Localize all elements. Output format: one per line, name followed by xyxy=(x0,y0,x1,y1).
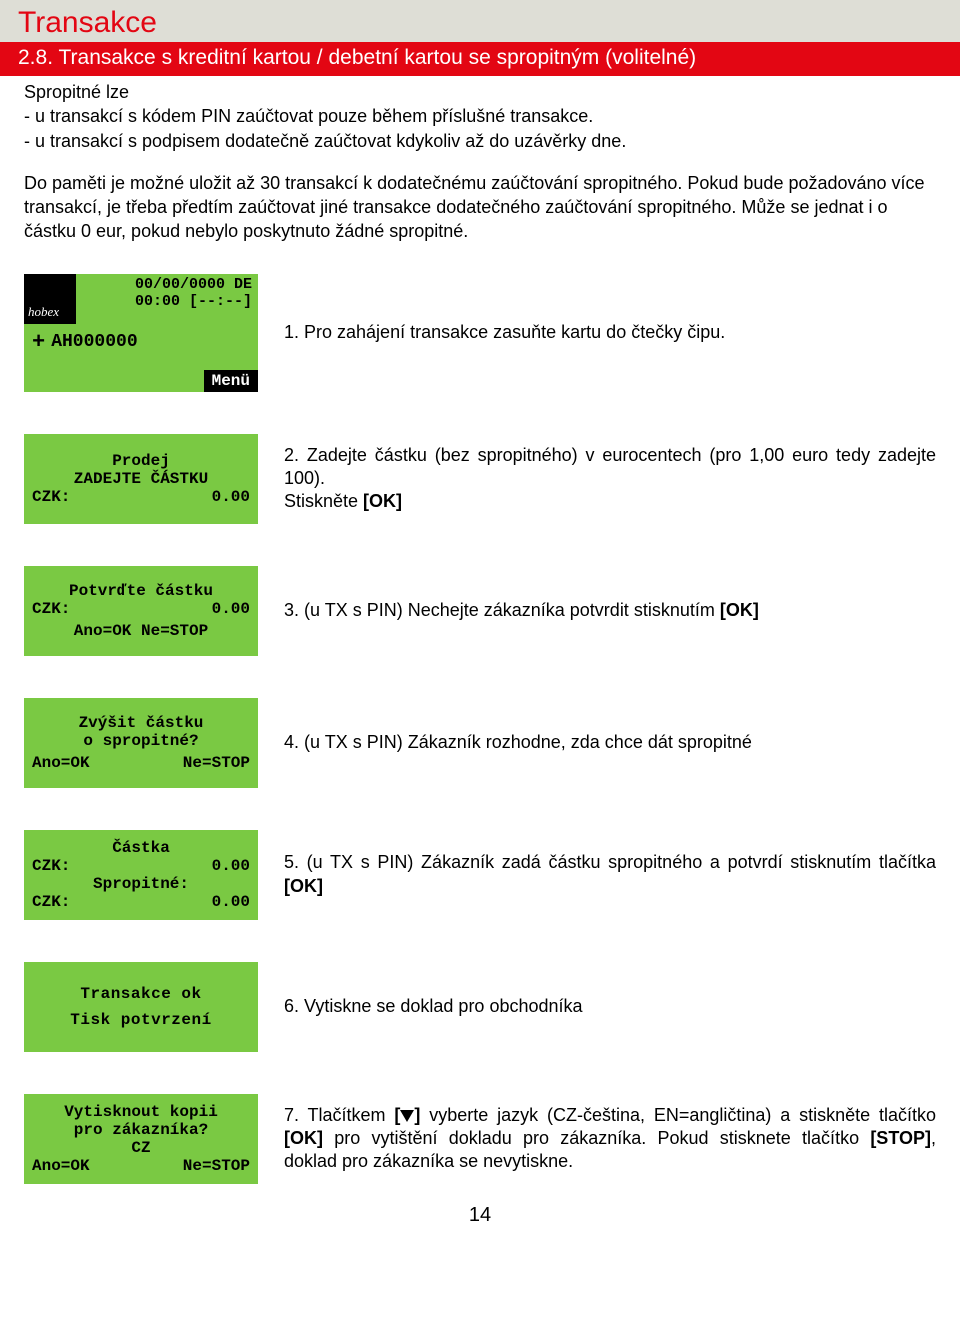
screen5-line3: Spropitné: xyxy=(24,875,258,893)
screen7-yes[interactable]: Ano=OK xyxy=(32,1157,90,1175)
page-number: 14 xyxy=(24,1204,936,1227)
step-3-a: 3. (u TX s PIN) Nechejte zákazníka potvr… xyxy=(284,600,720,620)
screen7-line2: pro zákazníka? xyxy=(24,1121,258,1139)
screen1-code: AH000000 xyxy=(51,332,137,352)
menu-button[interactable]: Menü xyxy=(204,370,258,392)
screen4-line2: o spropitné? xyxy=(24,732,258,750)
plus-icon: + xyxy=(32,330,45,355)
step-4-text: 4. (u TX s PIN) Zákazník rozhodne, zda c… xyxy=(284,731,936,754)
step-2-ok: [OK] xyxy=(363,491,402,511)
screen4-yes[interactable]: Ano=OK xyxy=(32,754,90,772)
step-2-line1: 2. Zadejte částku (bez spropitného) v eu… xyxy=(284,445,936,488)
screen6-line2: Tisk potvrzení xyxy=(24,1011,258,1029)
step-2-text: 2. Zadejte částku (bez spropitného) v eu… xyxy=(284,444,936,514)
step-7-a: 7. Tlačítkem xyxy=(284,1105,394,1125)
step-1-text: 1. Pro zahájení transakce zasuňte kartu … xyxy=(284,321,936,344)
step-2: Prodej ZADEJTE ČÁSTKU CZK: 0.00 2. Zadej… xyxy=(24,434,936,524)
step-5-ok: [OK] xyxy=(284,876,323,896)
step-5: Částka CZK: 0.00 Spropitné: CZK: 0.00 5.… xyxy=(24,830,936,920)
screen2-line2: ZADEJTE ČÁSTKU xyxy=(24,470,258,488)
step-2-line2a: Stiskněte xyxy=(284,491,363,511)
step-5-a: 5. (u TX s PIN) Zákazník zadá částku spr… xyxy=(284,852,936,872)
screen3-prompt: Ano=OK Ne=STOP xyxy=(24,622,258,640)
screen2-line1: Prodej xyxy=(24,452,258,470)
intro-bullet-1: - u transakcí s kódem PIN zaúčtovat pouz… xyxy=(24,104,936,128)
section-subtitle: 2.8. Transakce s kreditní kartou / debet… xyxy=(0,42,960,76)
step-3-text: 3. (u TX s PIN) Nechejte zákazníka potvr… xyxy=(284,599,936,622)
intro-text: Spropitné lze - u transakcí s kódem PIN … xyxy=(24,80,936,244)
step-7-text: 7. Tlačítkem [] vyberte jazyk (CZ-češtin… xyxy=(284,1104,936,1174)
step-6: Transakce ok Tisk potvrzení 6. Vytiskne … xyxy=(24,962,936,1052)
screen5-amt2: 0.00 xyxy=(212,893,250,911)
screen7-line3: CZ xyxy=(24,1139,258,1157)
screen5-cur: CZK: xyxy=(32,857,70,875)
terminal-screen-7: Vytisknout kopii pro zákazníka? CZ Ano=O… xyxy=(24,1094,258,1184)
terminal-screen-4: Zvýšit částku o spropitné? Ano=OK Ne=STO… xyxy=(24,698,258,788)
screen5-amt: 0.00 xyxy=(212,857,250,875)
intro-lead: Spropitné lze xyxy=(24,80,936,104)
terminal-screen-5: Částka CZK: 0.00 Spropitné: CZK: 0.00 xyxy=(24,830,258,920)
screen3-amount: 0.00 xyxy=(212,600,250,618)
terminal-screen-6: Transakce ok Tisk potvrzení xyxy=(24,962,258,1052)
step-1: hobex 00/00/0000 DE 00:00 [--:--] + AH00… xyxy=(24,274,936,392)
step-6-text: 6. Vytiskne se doklad pro obchodníka xyxy=(284,995,936,1018)
screen7-no[interactable]: Ne=STOP xyxy=(183,1157,250,1175)
screen6-line1: Transakce ok xyxy=(24,985,258,1003)
intro-para2: Do paměti je možné uložit až 30 transakc… xyxy=(24,171,936,244)
screen2-currency: CZK: xyxy=(32,488,70,506)
step-7-b: vyberte jazyk (CZ-čeština, EN=angličtina… xyxy=(420,1105,936,1125)
screen4-no[interactable]: Ne=STOP xyxy=(183,754,250,772)
title-bar: Transakce xyxy=(0,0,960,42)
hobex-logo: hobex xyxy=(24,274,76,324)
screen4-line1: Zvýšit částku xyxy=(24,714,258,732)
step-7-d: pro vytištění dokladu pro zákazníka. Pok… xyxy=(323,1128,870,1148)
step-7-ok: [OK] xyxy=(284,1128,323,1148)
screen7-line1: Vytisknout kopii xyxy=(24,1103,258,1121)
screen1-time: 00:00 [--:--] xyxy=(80,293,252,310)
down-bracket: [] xyxy=(394,1105,420,1125)
screen3-line1: Potvrďte částku xyxy=(24,582,258,600)
screen1-datetime: 00/00/0000 DE 00:00 [--:--] xyxy=(80,276,252,311)
step-5-text: 5. (u TX s PIN) Zákazník zadá částku spr… xyxy=(284,851,936,898)
step-4: Zvýšit částku o spropitné? Ano=OK Ne=STO… xyxy=(24,698,936,788)
chevron-down-icon xyxy=(400,1110,414,1122)
screen2-amount: 0.00 xyxy=(212,488,250,506)
terminal-screen-1: hobex 00/00/0000 DE 00:00 [--:--] + AH00… xyxy=(24,274,258,392)
screen1-code-row: + AH000000 xyxy=(32,330,138,355)
step-3-ok: [OK] xyxy=(720,600,759,620)
step-7: Vytisknout kopii pro zákazníka? CZ Ano=O… xyxy=(24,1094,936,1184)
screen5-cur2: CZK: xyxy=(32,893,70,911)
step-7-stop: [STOP] xyxy=(870,1128,931,1148)
step-3: Potvrďte částku CZK: 0.00 Ano=OK Ne=STOP… xyxy=(24,566,936,656)
intro-bullet-2: - u transakcí s podpisem dodatečně zaúčt… xyxy=(24,129,936,153)
screen5-line1: Částka xyxy=(24,839,258,857)
screen3-currency: CZK: xyxy=(32,600,70,618)
screen1-date: 00/00/0000 DE xyxy=(80,276,252,293)
page-title: Transakce xyxy=(18,6,942,40)
terminal-screen-3: Potvrďte částku CZK: 0.00 Ano=OK Ne=STOP xyxy=(24,566,258,656)
terminal-screen-2: Prodej ZADEJTE ČÁSTKU CZK: 0.00 xyxy=(24,434,258,524)
